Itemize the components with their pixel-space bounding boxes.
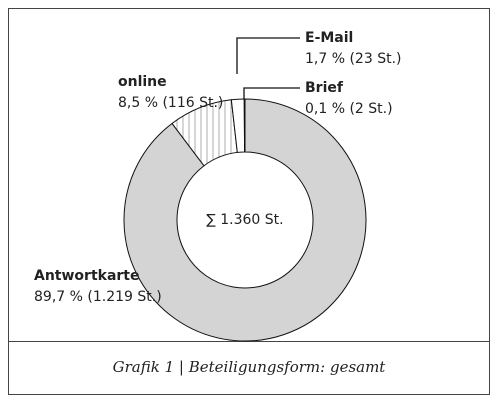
- leader-line: [243, 87, 300, 100]
- segment-value: 8,5 % (116 St.): [118, 95, 223, 111]
- segment-name: E-Mail: [305, 30, 353, 46]
- segment-value: 89,7 % (1.219 St.): [34, 289, 162, 305]
- caption: Grafik 1 | Beteiligungsform: gesamt: [113, 358, 387, 376]
- segment-name: Antwortkarte: [34, 268, 140, 284]
- leader-line: [236, 37, 300, 74]
- donut-segment: [123, 98, 367, 342]
- segment-name: Brief: [305, 80, 344, 96]
- donut-segment: [243, 98, 246, 153]
- segment-value: 0,1 % (2 St.): [305, 101, 393, 117]
- center-label: ∑ 1.360 St.: [206, 212, 283, 228]
- segment-name: online: [118, 74, 167, 90]
- frame: [8, 8, 490, 395]
- segment-value: 1,7 % (23 St.): [305, 51, 401, 67]
